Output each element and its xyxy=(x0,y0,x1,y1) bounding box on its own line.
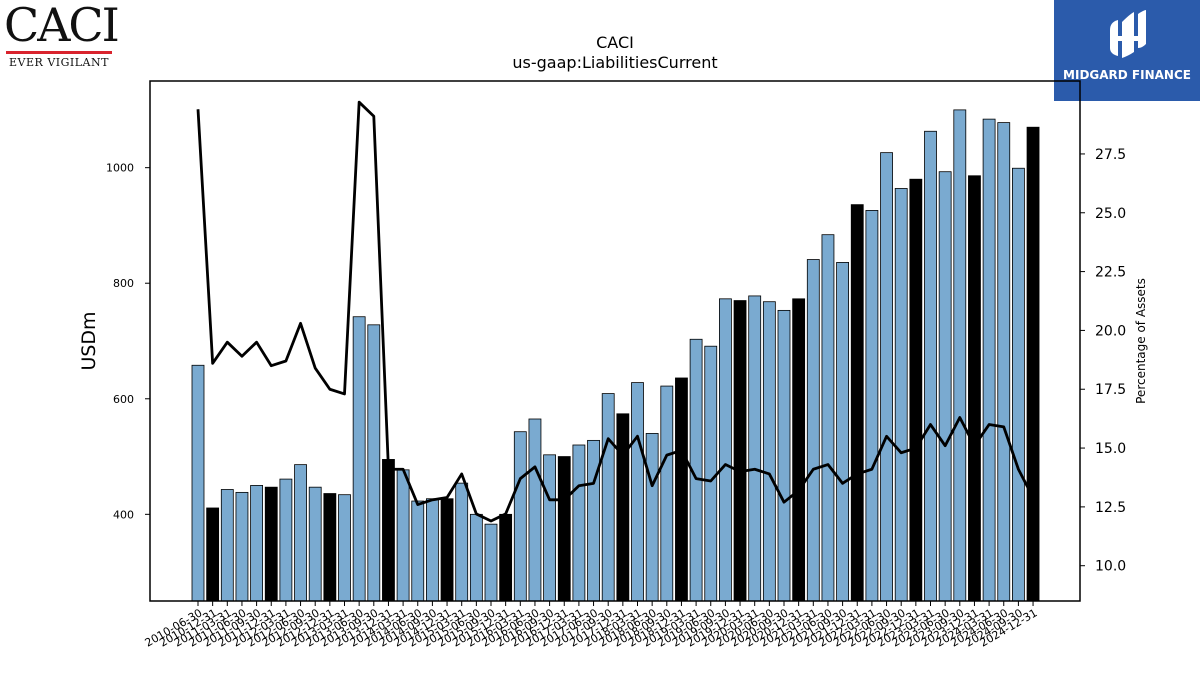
bar xyxy=(543,454,556,602)
bar xyxy=(645,433,659,602)
bar xyxy=(1012,167,1025,602)
bar xyxy=(968,175,981,602)
bar xyxy=(821,234,835,602)
bar xyxy=(264,486,278,602)
y2-tick-label: 12.5 xyxy=(1095,500,1126,516)
bar xyxy=(411,500,425,602)
y2-tick-label: 15.0 xyxy=(1095,441,1126,457)
bar xyxy=(601,393,615,602)
bar xyxy=(748,295,762,602)
caci-logo-tagline: EVER VIGILANT xyxy=(9,56,109,69)
bar xyxy=(308,486,322,602)
bar xyxy=(294,464,307,602)
y2-tick-label: 10.0 xyxy=(1095,559,1126,575)
bar xyxy=(631,382,644,602)
bar xyxy=(616,413,630,602)
bar xyxy=(367,324,381,602)
bar xyxy=(425,498,439,602)
bar xyxy=(792,298,806,602)
bar xyxy=(352,316,366,602)
caci-logo: CACI EVER VIGILANT xyxy=(4,0,120,69)
bar xyxy=(396,469,410,602)
y-tick-label: 600 xyxy=(113,393,134,406)
y-tick-label: 1000 xyxy=(106,162,134,175)
bar xyxy=(557,456,571,602)
bar xyxy=(850,204,864,602)
bar xyxy=(953,109,967,602)
y-axis-left: 400 600 800 1000 xyxy=(106,162,150,521)
bar xyxy=(484,523,498,602)
bar xyxy=(924,130,937,602)
bar xyxy=(513,431,527,602)
x-axis: 2010-06-302010-12-312011-03-312011-06-30… xyxy=(143,601,1040,650)
y2-tick-label: 17.5 xyxy=(1095,382,1126,398)
bar xyxy=(323,493,337,602)
y-tick-label: 400 xyxy=(113,508,134,521)
bar xyxy=(455,482,469,602)
bar xyxy=(220,489,234,602)
y-axis-right: 10.0 12.5 15.0 17.5 20.0 22.5 25.0 27.5 xyxy=(1080,147,1126,575)
bar xyxy=(528,418,542,602)
caci-logo-wordmark: CACI xyxy=(4,0,120,52)
y-tick-label: 800 xyxy=(113,277,134,290)
bar xyxy=(806,259,820,602)
bar xyxy=(206,507,220,602)
bar xyxy=(1026,126,1040,602)
bar xyxy=(762,301,776,602)
bar xyxy=(704,345,718,602)
bar xyxy=(191,364,205,602)
midgard-logo-text: MIDGARD FINANCE xyxy=(1063,68,1191,82)
bar xyxy=(836,262,849,602)
bar xyxy=(777,309,791,602)
line-series xyxy=(196,100,1035,523)
bar xyxy=(382,459,395,602)
bar xyxy=(880,152,893,602)
bar xyxy=(909,178,923,602)
chart-subtitle: us-gaap:LiabilitiesCurrent xyxy=(512,53,717,72)
y2-tick-label: 25.0 xyxy=(1095,206,1126,222)
bar xyxy=(938,171,952,602)
bar xyxy=(587,439,600,602)
line-path xyxy=(196,100,1035,523)
y2-tick-label: 22.5 xyxy=(1095,265,1126,281)
bar xyxy=(719,298,732,602)
y2-tick-label: 27.5 xyxy=(1095,147,1126,163)
bar-series xyxy=(191,109,1040,602)
chart-title: CACI xyxy=(596,33,634,52)
bar xyxy=(997,122,1011,602)
bar xyxy=(894,188,908,602)
plot-frame xyxy=(149,80,1081,602)
bar xyxy=(499,513,513,602)
bar xyxy=(235,491,249,602)
bar xyxy=(733,300,747,602)
bar xyxy=(660,385,674,602)
y2-tick-label: 20.0 xyxy=(1095,323,1126,339)
bar xyxy=(675,377,688,602)
bar xyxy=(279,478,293,602)
y2-axis-label: Percentage of Assets xyxy=(1134,278,1148,404)
bar xyxy=(440,498,454,602)
y-axis-label: USDm xyxy=(78,311,100,370)
bar xyxy=(338,494,351,602)
bar xyxy=(250,485,264,602)
caci-logo-rule xyxy=(6,51,112,54)
midgard-finance-logo: MIDGARD FINANCE xyxy=(1054,0,1200,101)
bar xyxy=(865,210,879,602)
bar xyxy=(982,118,996,602)
bar xyxy=(469,513,483,602)
bar xyxy=(572,444,586,602)
midgard-mark-icon xyxy=(1110,10,1146,58)
